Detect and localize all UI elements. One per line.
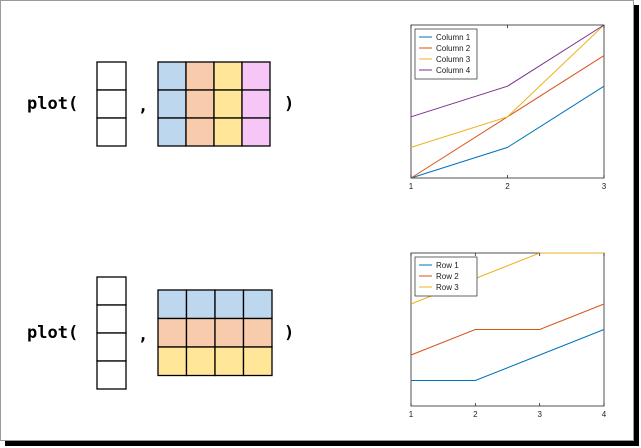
legend-label: Column 1 [436,33,471,42]
series-line-2 [410,303,605,356]
comma-1: , [138,96,149,116]
x-vector-cell [96,360,127,390]
x-tick-label: 2 [473,410,478,419]
legend-label: Column 4 [436,66,471,75]
legend-label: Row 1 [436,261,459,270]
close-paren-1: ) [284,94,295,114]
legend-label: Row 2 [436,272,459,281]
series-line-1 [411,329,605,381]
y-matrix-cell [213,61,243,91]
diagram-frame: plot( , ) plot( , ) 1 2 3 Column 1 Column 2 C… [0,0,634,441]
y-matrix-cell [241,61,271,91]
y-matrix-cell [157,317,188,348]
y-matrix-cell [242,317,273,348]
y-matrix-cell [157,61,187,91]
y-matrix-cell [157,289,188,320]
x-tick-label: 1 [409,410,414,419]
y-matrix-cell [157,89,187,119]
y-matrix-cell [241,89,271,119]
y-matrix-cell [185,61,215,91]
y-matrix-cell [157,117,187,147]
x-vector-cell [96,304,127,334]
y-matrix-cell [213,117,243,147]
x-vector-cell [96,332,127,362]
series-line-3 [410,24,605,148]
matrix-group-1 [96,61,271,147]
x-vector-cell [96,117,127,147]
plot-call-2: plot( [27,323,79,343]
legend-label: Row 3 [436,283,459,292]
x-vector-cell [96,61,127,91]
x-tick-label: 1 [409,182,414,191]
y-matrix-cell [185,89,215,119]
y-matrix-cell [242,346,273,377]
x-tick-label: 3 [537,410,542,419]
x-tick-label: 2 [505,182,510,191]
y-matrix-cell [214,289,245,320]
x-tick-label: 3 [602,182,607,191]
legend-box [414,28,478,80]
matrix-group-2 [96,276,273,390]
y-matrix-cell [185,317,216,348]
line-chart-2: 1 2 3 4 Row 1 Row 2 Row 3 [409,252,607,419]
legend-label: Column 3 [436,55,471,64]
y-matrix-cell [157,346,188,377]
y-matrix-cell [185,289,216,320]
x-vector-cell [96,89,127,119]
line-chart-1: 1 2 3 Column 1 Column 2 Column 3 Column 4 [409,24,607,191]
plot-call-1: plot( [27,94,79,114]
x-vector-cell [96,276,127,306]
y-matrix-cell [241,117,271,147]
y-matrix-cell [214,317,245,348]
close-paren-2: ) [284,323,295,343]
y-matrix-cell [214,346,245,377]
series-line-1 [410,85,605,179]
y-matrix-cell [185,346,216,377]
series-line-4 [410,24,605,118]
y-matrix-cell [185,117,215,147]
y-matrix-cell [213,89,243,119]
y-matrix-cell [242,289,273,320]
legend-label: Column 2 [436,44,471,53]
comma-2: , [138,325,149,345]
diagram-canvas: 1 2 3 Column 1 Column 2 Column 3 Column 4 1 2 3 4 R… [96,24,607,419]
x-tick-label: 4 [602,410,607,419]
